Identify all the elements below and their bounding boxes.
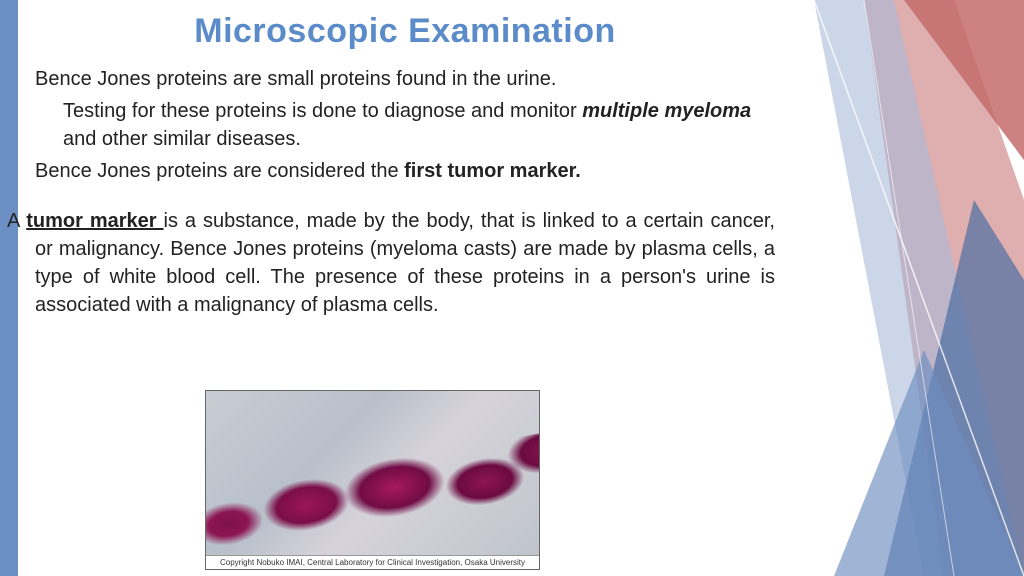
text: and other similar diseases. (63, 128, 301, 150)
slide-content: Microscopic Examination Bence Jones prot… (35, 12, 775, 323)
microscopy-image: Copyright Nobuko IMAI, Central Laborator… (205, 390, 540, 570)
underline-text: tumor marker (26, 210, 163, 232)
left-accent-bar (0, 0, 18, 576)
bold-text: first tumor marker. (404, 160, 581, 182)
text: Bence Jones proteins are considered the (35, 160, 404, 182)
text: A (7, 210, 26, 232)
em-text: multiple myeloma (582, 100, 751, 122)
para-2: Bence Jones proteins are considered the … (35, 157, 775, 185)
para-1-line2: Testing for these proteins is done to di… (35, 97, 775, 153)
corner-decor (774, 0, 1024, 576)
slide-title: Microscopic Examination (35, 12, 775, 51)
image-caption: Copyright Nobuko IMAI, Central Laborator… (206, 555, 539, 569)
para-1-line1: Bence Jones proteins are small proteins … (35, 65, 775, 93)
text: Testing for these proteins is done to di… (63, 100, 582, 122)
para-3: A tumor marker is a substance, made by t… (35, 207, 775, 319)
